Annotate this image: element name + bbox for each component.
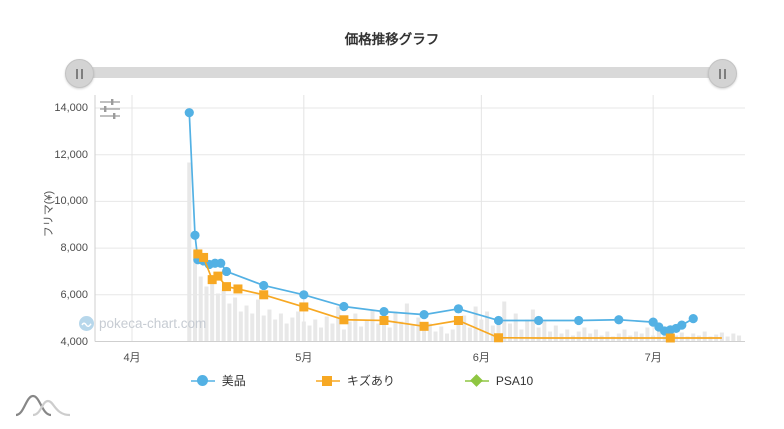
- legend-circle-marker-icon: [190, 374, 215, 387]
- grip-icon: [719, 68, 726, 79]
- y-tick-label: 8,000: [60, 242, 88, 255]
- x-tick-label: 7月: [644, 352, 662, 364]
- legend-item-scratched[interactable]: キズあり: [315, 372, 395, 389]
- watermark-wave-icon: [79, 316, 94, 331]
- chart-settings-sliders-icon[interactable]: [97, 96, 123, 122]
- watermark-text: pokeca-chart.com: [99, 316, 207, 331]
- range-slider-right-handle[interactable]: [708, 59, 737, 88]
- grip-icon: [76, 68, 83, 79]
- x-tick-label: 5月: [295, 352, 313, 364]
- date-range-slider-track[interactable]: [70, 67, 734, 78]
- x-tick-label: 6月: [472, 352, 490, 364]
- y-tick-label: 4,000: [60, 335, 88, 348]
- site-logo-bell-curves-icon: [15, 394, 71, 417]
- legend-label: 美品: [221, 374, 246, 388]
- legend-label: PSA10: [495, 373, 534, 388]
- x-tick-label: 4月: [123, 352, 141, 364]
- legend-square-marker-icon: [315, 374, 340, 387]
- range-slider-left-handle[interactable]: [65, 59, 94, 88]
- legend-label: キズあり: [346, 374, 395, 388]
- y-tick-label: 10,000: [54, 195, 88, 208]
- y-axis-title: フリマ(¥): [43, 190, 55, 238]
- y-tick-label: 6,000: [60, 288, 88, 301]
- y-tick-label: 12,000: [54, 148, 88, 161]
- watermark: pokeca-chart.com: [79, 316, 206, 331]
- chart-legend: 美品 キズあり PSA10: [0, 372, 784, 389]
- legend-item-mint[interactable]: 美品: [190, 372, 246, 389]
- legend-item-psa10[interactable]: PSA10: [464, 372, 534, 389]
- y-tick-label: 14,000: [54, 102, 88, 114]
- chart-title: 価格推移グラフ: [344, 32, 440, 47]
- legend-diamond-marker-icon: [464, 374, 489, 387]
